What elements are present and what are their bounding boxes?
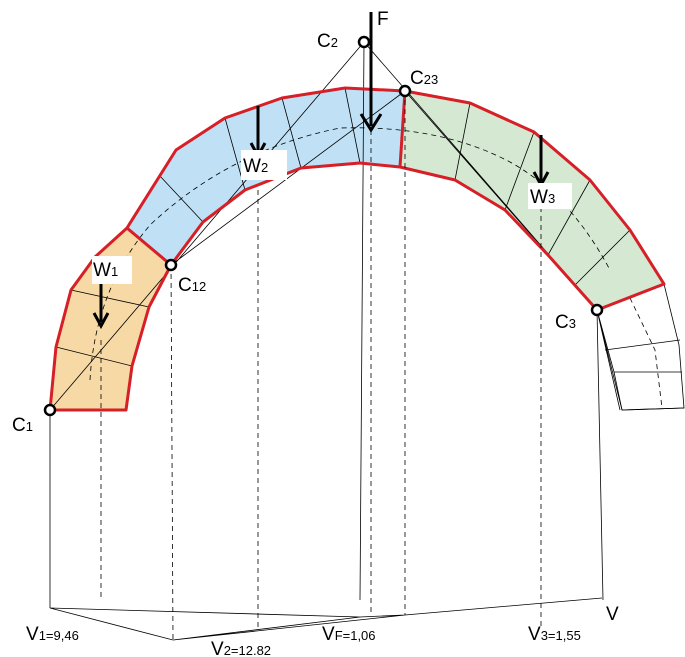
projection-solid-lines — [49, 309, 604, 608]
label-C3: C3 — [555, 312, 576, 333]
force-polygon — [49, 597, 603, 641]
label-C12: C12 — [178, 275, 206, 296]
label-V2: V2=12.82 — [211, 639, 271, 657]
label-VF: VF=1,06 — [322, 624, 376, 645]
label-C1: C1 — [12, 415, 33, 436]
block-divider-23 — [398, 90, 407, 168]
W1-label-bg — [92, 256, 132, 284]
force-F-arrow — [359, 12, 383, 133]
label-C23: C23 — [410, 68, 438, 89]
label-W3: W3 — [530, 187, 555, 208]
label-V: V — [606, 604, 619, 625]
label-C2: C2 — [317, 31, 338, 52]
arch-continuation-dash — [629, 297, 663, 409]
label-V1: V1=9,46 — [26, 624, 79, 645]
hinge-lines — [49, 41, 685, 601]
block-1-fill — [50, 228, 171, 410]
hinge-C12-marker — [164, 258, 178, 272]
block-divider-12 — [126, 226, 172, 267]
projection-dashed-lines — [100, 91, 542, 641]
hinge-C23-marker — [398, 84, 412, 98]
hinge-C3-marker — [590, 303, 604, 317]
label-F: F — [377, 9, 389, 30]
label-V3: V3=1,55 — [528, 624, 581, 645]
arch-outline — [48, 86, 666, 412]
hinge-C1-marker — [43, 403, 57, 417]
label-W2: W2 — [243, 156, 268, 177]
hinge-C2-marker — [357, 35, 371, 49]
W2-label-bg — [241, 150, 287, 180]
label-W1: W1 — [93, 260, 118, 281]
W3-label-bg — [528, 183, 572, 209]
